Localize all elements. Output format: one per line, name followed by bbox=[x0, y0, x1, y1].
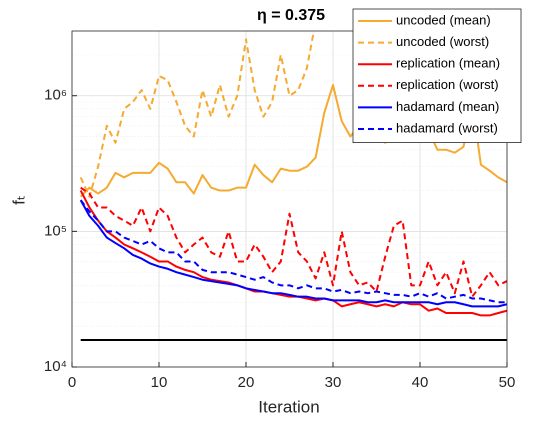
y-tick-label: 10⁶ bbox=[44, 87, 67, 104]
ticks: 10⁴ 10⁵ 10⁶ 0 10 20 30 40 50 bbox=[44, 87, 515, 391]
legend-label: replication (mean) bbox=[396, 56, 500, 71]
y-tick-label: 10⁵ bbox=[44, 222, 67, 239]
legend-label: hadamard (worst) bbox=[396, 120, 498, 135]
x-tick-label: 30 bbox=[325, 374, 342, 391]
axes-box bbox=[71, 30, 508, 368]
y-axis-label: fₜ bbox=[9, 195, 28, 205]
series-line bbox=[79, 199, 507, 308]
lines bbox=[79, 31, 507, 342]
x-axis-label: Iteration bbox=[258, 397, 319, 416]
x-tick-label: 50 bbox=[499, 374, 516, 391]
legend-label: uncoded (worst) bbox=[396, 34, 489, 49]
legend-label: uncoded (mean) bbox=[396, 12, 491, 27]
y-tick-label: 10⁴ bbox=[44, 358, 67, 375]
x-tick-label: 10 bbox=[151, 374, 168, 391]
legend-box bbox=[352, 8, 522, 144]
legend-label: hadamard (mean) bbox=[396, 99, 499, 114]
x-tick-label: 40 bbox=[412, 374, 429, 391]
chart-title: η = 0.375 bbox=[257, 7, 325, 24]
x-tick-label: 0 bbox=[68, 374, 76, 391]
series-line bbox=[80, 186, 507, 298]
series-line bbox=[79, 199, 507, 304]
legend: uncoded (mean) uncoded (worst) replication… bbox=[352, 8, 522, 144]
series-line bbox=[79, 83, 507, 198]
series-line bbox=[79, 31, 315, 198]
x-tick-label: 20 bbox=[238, 374, 255, 391]
legend-label: replication (worst) bbox=[396, 77, 499, 92]
